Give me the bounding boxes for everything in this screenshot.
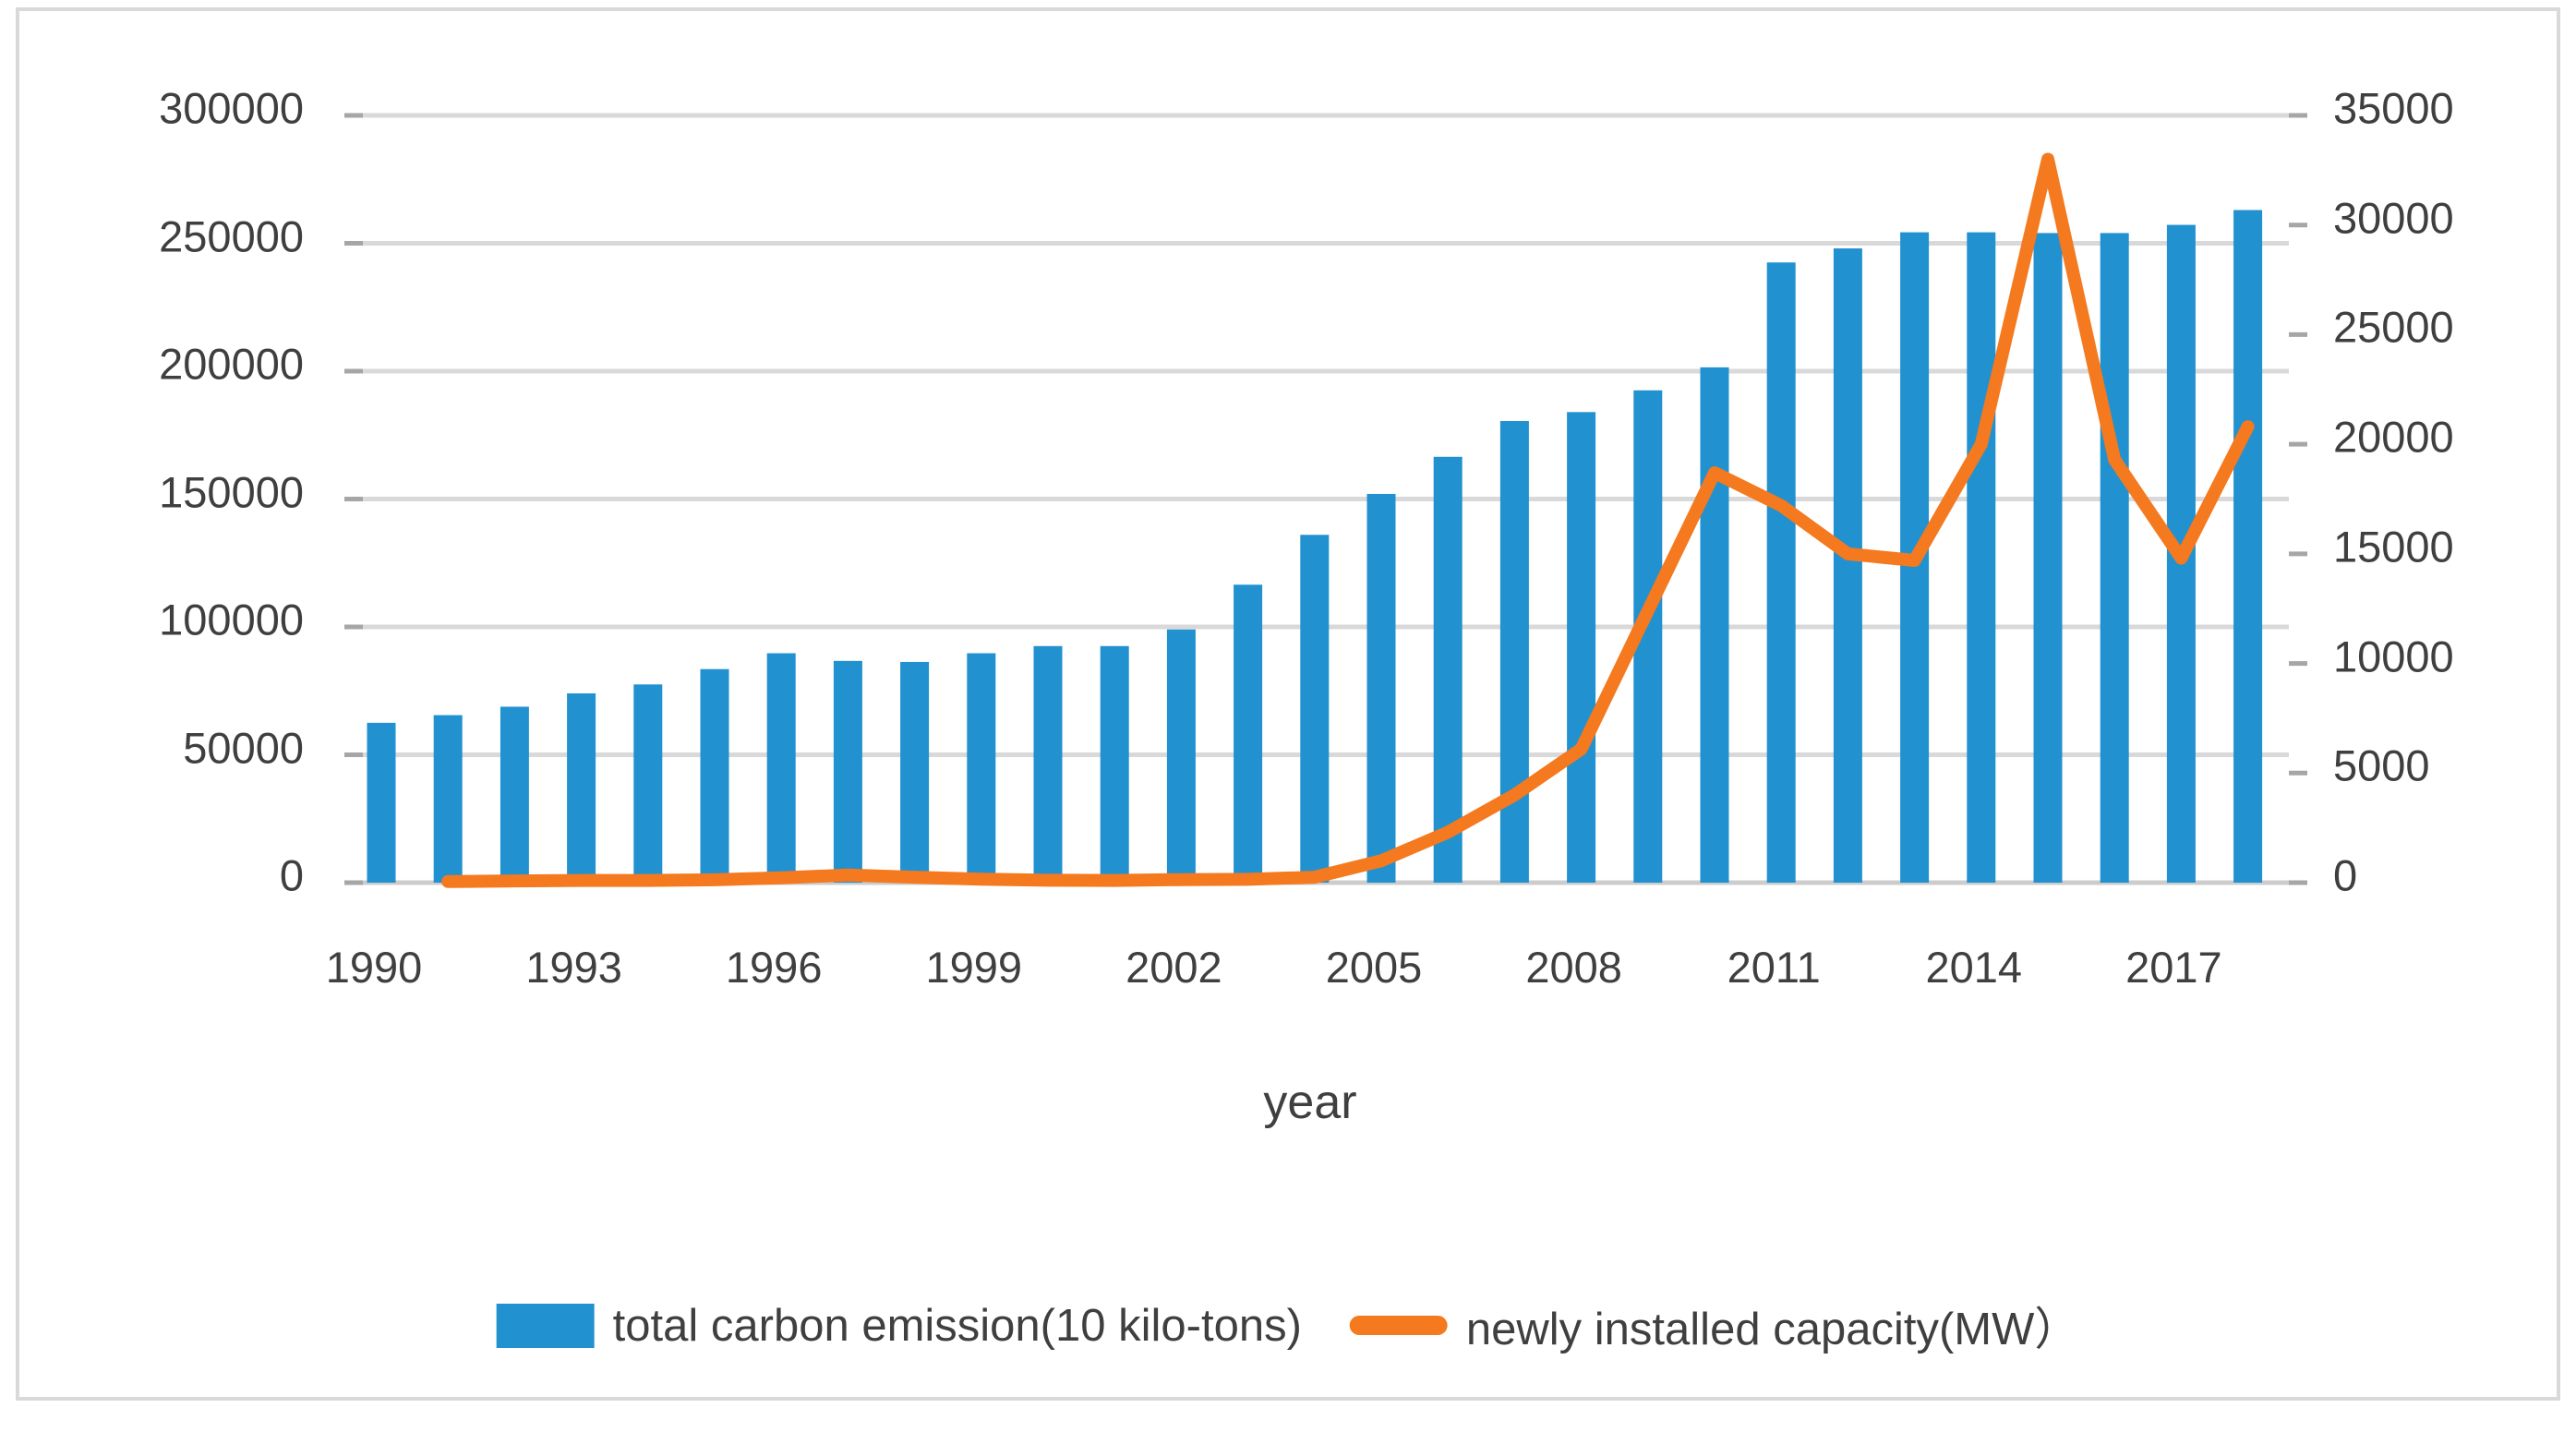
x-axis-label-1996: 1996: [725, 943, 823, 992]
bar-1995: [700, 668, 729, 883]
bar-1993: [567, 693, 596, 883]
left-axis-label-0: 0: [279, 850, 304, 900]
left-axis-label-200000: 200000: [159, 339, 304, 389]
x-axis-label-2011: 2011: [1727, 943, 1821, 992]
bar-1997: [833, 660, 862, 883]
bar-2016: [2100, 233, 2129, 884]
right-axis-label-30000: 30000: [2333, 193, 2454, 243]
x-axis-label-2005: 2005: [1325, 943, 1423, 992]
legend-line-label: newly installed capacity(MW）: [1465, 1305, 2080, 1354]
newly-installed-capacity-line: [441, 152, 2255, 888]
right-axis-label-5000: 5000: [2333, 740, 2430, 790]
right-axis-label-25000: 25000: [2333, 302, 2454, 352]
bar-2014: [1967, 232, 1996, 884]
bar-2000: [1033, 645, 1063, 883]
bar-2015: [2033, 233, 2063, 884]
bar-1990: [367, 722, 396, 883]
left-axis-label-250000: 250000: [159, 211, 304, 260]
line-series-swatch-icon: [1349, 1316, 1448, 1335]
x-axis-label-2002: 2002: [1125, 943, 1222, 992]
left-axis-label-100000: 100000: [159, 595, 304, 644]
x-axis-label-1990: 1990: [325, 943, 423, 992]
combo-chart-canvas: [344, 113, 2307, 888]
x-axis-title: year: [1263, 1076, 1357, 1129]
legend-bar-label: total carbon emission(10 kilo-tons): [612, 1300, 1302, 1351]
right-axis-label-35000: 35000: [2333, 83, 2454, 133]
legend-item-bar-series: total carbon emission(10 kilo-tons): [496, 1300, 1302, 1352]
bar-2008: [1567, 412, 1596, 883]
right-axis-label-10000: 10000: [2333, 632, 2454, 681]
chart-frame: 0 50000 100000 150000 200000 250000 300000 0 50…: [16, 7, 2560, 1401]
x-axis-label-2014: 2014: [1925, 943, 2023, 992]
right-axis-label-0: 0: [2333, 850, 2358, 900]
bar-2001: [1100, 645, 1129, 883]
bar-1996: [766, 653, 796, 883]
bar-2003: [1234, 584, 1263, 883]
legend: total carbon emission(10 kilo-tons) newl…: [496, 1293, 2080, 1358]
bar-2012: [1833, 248, 1862, 883]
bar-2018: [2233, 210, 2263, 884]
x-axis-label-1999: 1999: [925, 943, 1023, 992]
bar-1998: [900, 661, 930, 883]
bar-2005: [1366, 493, 1396, 883]
right-axis-label-20000: 20000: [2333, 412, 2454, 462]
x-axis-label-2008: 2008: [1525, 943, 1622, 992]
bar-2007: [1499, 421, 1529, 883]
bar-series-swatch-icon: [496, 1303, 595, 1348]
bar-1999: [967, 653, 996, 883]
bar-2004: [1300, 535, 1330, 883]
left-axis-label-300000: 300000: [159, 83, 304, 133]
right-axis-label-15000: 15000: [2333, 522, 2454, 572]
bar-2011: [1766, 262, 1796, 883]
left-axis-label-150000: 150000: [159, 467, 304, 516]
x-axis-label-2017: 2017: [2125, 943, 2222, 992]
left-axis-label-50000: 50000: [183, 723, 304, 772]
bar-2010: [1700, 367, 1729, 884]
x-axis-label-1993: 1993: [525, 943, 622, 992]
bar-2006: [1433, 456, 1463, 883]
legend-item-line-series: newly installed capacity(MW）: [1349, 1293, 2080, 1358]
bar-2002: [1166, 629, 1196, 883]
bar-1991: [433, 715, 463, 883]
bar-1994: [633, 684, 663, 883]
bar-1992: [500, 706, 529, 883]
